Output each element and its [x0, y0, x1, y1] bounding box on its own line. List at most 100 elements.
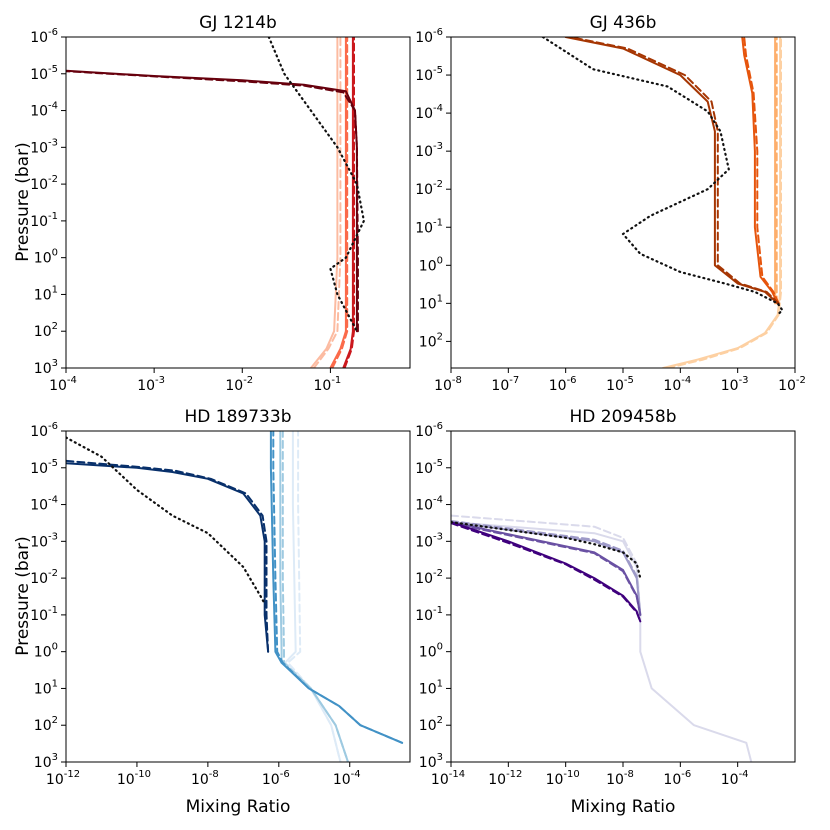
panel-gj1214b: GJ 1214b 10-4 10-3 10-2 10-1 10-610-510-410… — [30, 13, 411, 394]
x-axis-label: Mixing Ratio — [186, 797, 291, 817]
x-tick-label: 10-10 — [546, 769, 580, 788]
panel-title: GJ 1214b — [199, 13, 277, 33]
x-tick-label: 10-6 — [549, 375, 577, 394]
y-tick-label: 100 — [34, 642, 58, 661]
panel-title: GJ 436b — [590, 13, 657, 33]
plot-frame — [65, 430, 411, 763]
y-tick-label: 102 — [34, 321, 58, 340]
y-tick-label: 102 — [419, 715, 443, 734]
y-ticks: 10-6 10-5 10-4 10-3 10-2 10-1 100 101 102 103 — [30, 27, 66, 377]
series-profile-4-alt — [66, 459, 270, 653]
series-profile-2 — [329, 37, 347, 368]
y-tick-label: 10-6 — [30, 421, 58, 440]
y-tick-label: 100 — [34, 248, 58, 267]
series-layer — [451, 514, 753, 762]
y-tick-label: 101 — [34, 678, 58, 697]
y-tick-label: 100 — [419, 642, 443, 661]
y-tick-label: 10-3 — [30, 137, 58, 156]
x-ticks: 10-4 10-3 10-2 10-1 — [49, 368, 341, 394]
y-tick-label: 10-1 — [30, 605, 58, 624]
panel-hd189733b: HD 189733b 10-12 10-10 10-8 10-6 10-4 10-610… — [30, 407, 411, 788]
series-profile-1-alt — [286, 431, 342, 762]
series-profile-3 — [342, 37, 354, 368]
y-tick-label: 100 — [419, 255, 443, 274]
plot-frame — [65, 36, 411, 369]
x-ticks: 10-12 10-10 10-8 10-6 10-4 — [46, 762, 361, 788]
x-tick-label: 10-3 — [137, 375, 165, 394]
x-tick-label: 10-10 — [117, 769, 151, 788]
series-profile-3-alt — [343, 37, 355, 368]
series-profile-3-alt — [272, 431, 404, 744]
y-ticks: 10-6 10-5 10-4 10-3 10-2 10-1 100 101 102 103 — [415, 421, 451, 771]
series-reference — [267, 37, 365, 333]
series-profile-3-alt — [451, 522, 642, 616]
y-tick-label: 101 — [419, 293, 443, 312]
y-axis-label: Pressure (bar) — [13, 142, 33, 261]
plot-frame — [450, 36, 796, 369]
series-profile-1 — [309, 37, 339, 368]
panel-title: HD 209458b — [570, 407, 677, 427]
series-profile-1-alt — [312, 37, 342, 368]
y-tick-label: 102 — [419, 331, 443, 350]
series-profile-4-alt — [569, 37, 780, 305]
panel-hd209458b: HD 209458b 10-14 10-12 10-10 10-8 10-6 10-4 1… — [415, 407, 796, 788]
y-axis-label: Pressure (bar) — [13, 536, 33, 655]
y-tick-label: 10-5 — [30, 458, 58, 477]
series-profile-1-alt — [666, 37, 782, 368]
x-axis-label: Mixing Ratio — [571, 797, 676, 817]
series-profile-4 — [451, 521, 642, 623]
y-tick-label: 10-5 — [30, 64, 58, 83]
series-profile-1 — [451, 521, 753, 762]
x-tick-label: 10-8 — [191, 769, 219, 788]
series-profile-2-alt — [331, 37, 349, 368]
y-tick-label: 101 — [34, 284, 58, 303]
x-tick-label: 10-7 — [491, 375, 519, 394]
x-tick-label: 10-2 — [778, 375, 806, 394]
y-tick-label: 10-5 — [415, 458, 443, 477]
panel-title: HD 189733b — [185, 407, 292, 427]
panel-gj436b: GJ 436b 10-8 10-7 10-6 10-5 10-4 10-3 10-2 10-… — [415, 13, 806, 394]
y-tick-label: 103 — [419, 752, 443, 771]
y-tick-label: 102 — [34, 715, 58, 734]
x-ticks: 10-8 10-7 10-6 10-5 10-4 10-3 10-2 — [434, 368, 806, 394]
series-profile-4 — [564, 37, 779, 305]
y-ticks: 10-6 10-5 10-4 10-3 10-2 10-1 100 101 102 — [415, 27, 451, 350]
series-layer — [541, 37, 784, 368]
y-tick-label: 10-2 — [30, 568, 58, 587]
series-reference — [66, 436, 266, 605]
series-profile-1 — [284, 431, 342, 762]
y-tick-label: 10-2 — [415, 179, 443, 198]
y-tick-label: 10-3 — [415, 531, 443, 550]
y-tick-label: 10-4 — [415, 103, 443, 122]
x-tick-label: 10-14 — [431, 769, 465, 788]
x-ticks: 10-14 10-12 10-10 10-8 10-6 10-4 — [431, 762, 749, 788]
x-tick-label: 10-4 — [663, 375, 691, 394]
x-tick-label: 10-3 — [721, 375, 749, 394]
y-tick-label: 101 — [419, 678, 443, 697]
x-tick-label: 10-4 — [333, 769, 361, 788]
y-tick-label: 10-5 — [415, 65, 443, 84]
x-tick-label: 10-6 — [663, 769, 691, 788]
x-tick-label: 10-8 — [606, 769, 634, 788]
x-tick-label: 10-1 — [313, 375, 341, 394]
series-layer — [66, 37, 365, 368]
y-tick-label: 10-3 — [30, 531, 58, 550]
y-tick-label: 10-6 — [415, 421, 443, 440]
series-profile-3 — [741, 37, 779, 305]
y-tick-label: 10-6 — [415, 27, 443, 46]
series-profile-4 — [66, 69, 358, 333]
y-tick-label: 10-6 — [30, 27, 58, 46]
series-profile-2-alt — [451, 520, 642, 616]
y-tick-label: 10-1 — [415, 605, 443, 624]
x-tick-label: 10-6 — [262, 769, 290, 788]
y-tick-label: 10-3 — [415, 141, 443, 160]
y-tick-label: 10-2 — [30, 174, 58, 193]
series-profile-4-alt — [451, 522, 642, 623]
series-profile-4 — [66, 462, 270, 653]
series-profile-3 — [269, 431, 404, 744]
y-tick-label: 103 — [34, 752, 58, 771]
x-tick-label: 10-2 — [225, 375, 253, 394]
y-tick-label: 10-1 — [30, 211, 58, 230]
y-tick-label: 10-4 — [30, 101, 58, 120]
